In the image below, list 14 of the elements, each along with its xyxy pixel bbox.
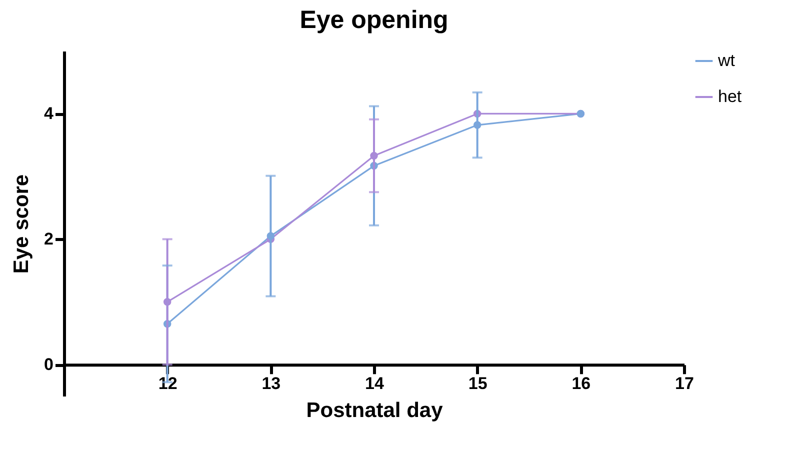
legend-label: wt [717, 51, 736, 70]
x-tick-label: 14 [365, 374, 384, 394]
x-tick-label: 17 [675, 374, 694, 394]
y-tick-label: 4 [44, 104, 54, 124]
x-axis-title: Postnatal day [306, 399, 444, 422]
legend-label: het [718, 87, 742, 106]
y-tick-label: 2 [44, 230, 54, 249]
y-tick-label: 0 [44, 355, 54, 374]
x-tick-label: 13 [262, 374, 281, 394]
chart-title: Eye opening [300, 6, 448, 34]
x-tick-label: 12 [158, 374, 178, 394]
x-tick-label: 16 [572, 374, 591, 394]
y-axis-title: Eye score [10, 174, 34, 274]
x-tick-label: 15 [468, 374, 488, 394]
